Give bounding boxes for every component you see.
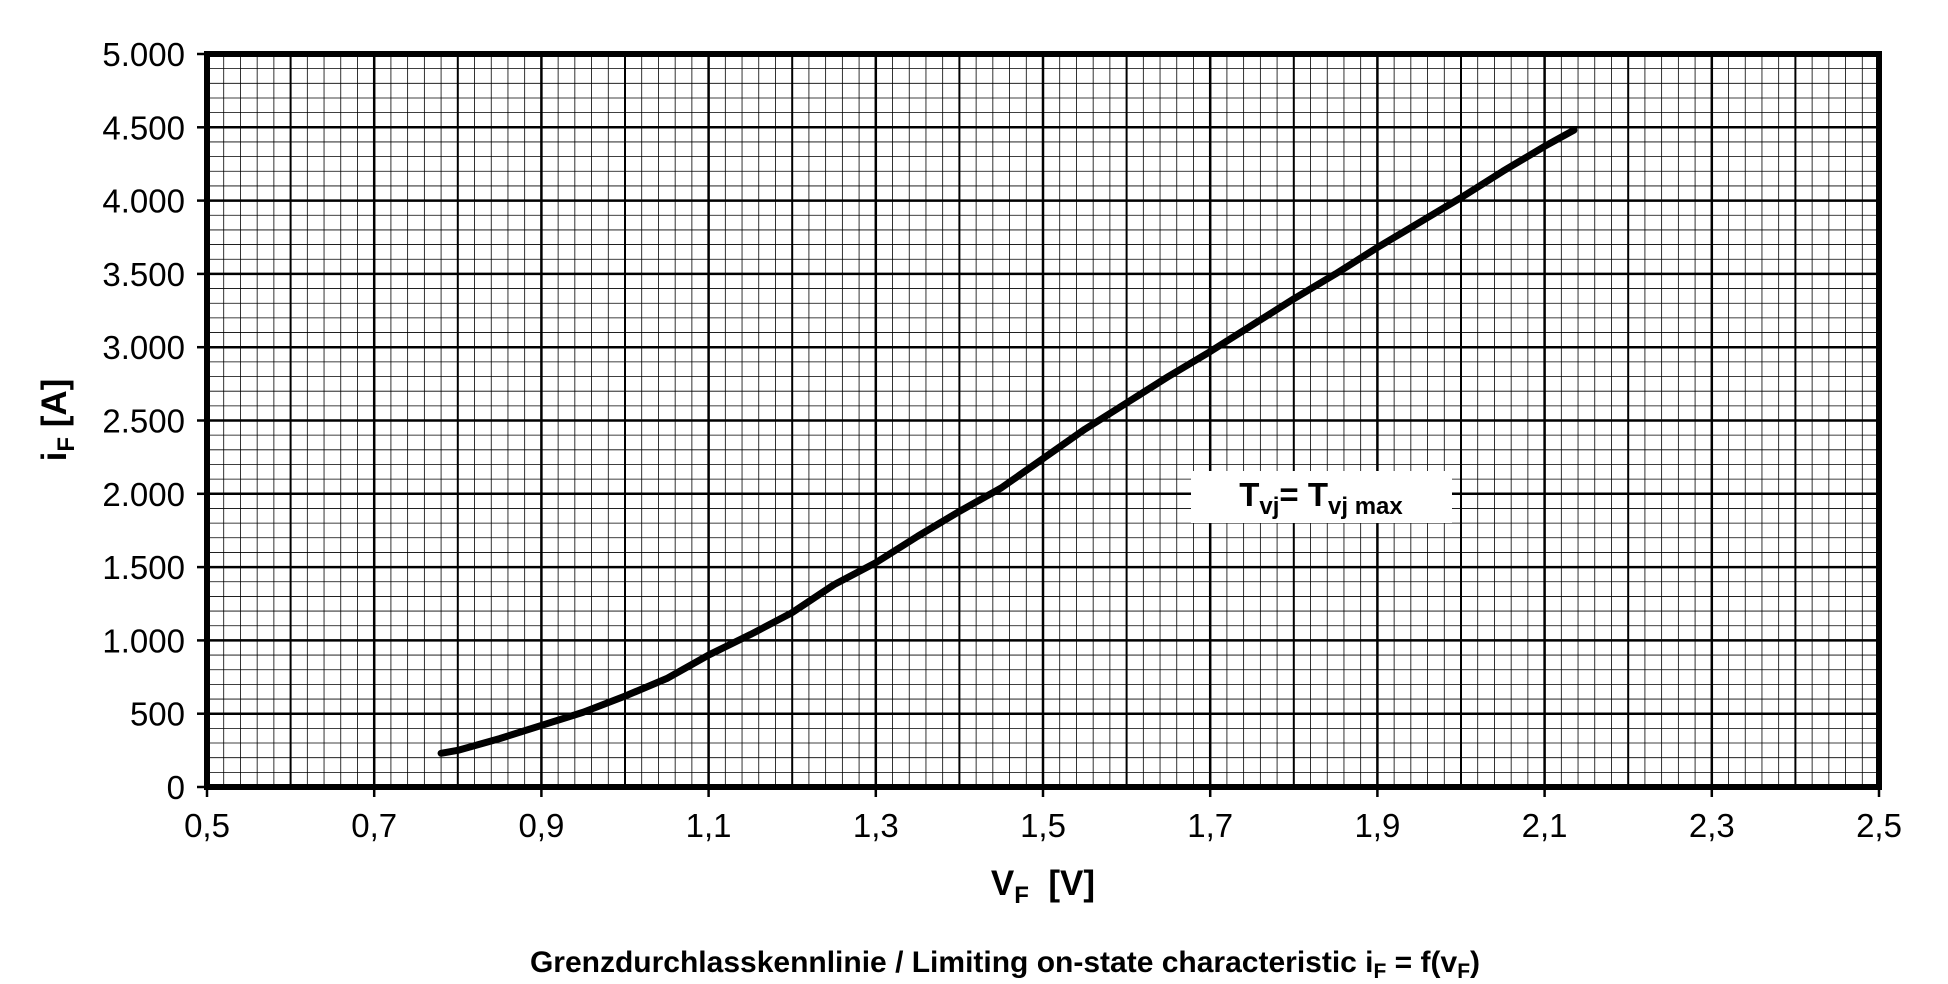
x-tick-label: 1,1	[686, 807, 732, 844]
x-tick-label: 0,9	[518, 807, 564, 844]
caption-sub: F	[1374, 960, 1387, 983]
y-label-sub: F	[53, 437, 80, 452]
caption: Grenzdurchlasskennlinie / Limiting on-st…	[530, 946, 1480, 983]
annotation-sub: vj	[1259, 493, 1279, 520]
x-label-part: V	[991, 864, 1015, 903]
y-tick-label: 2.500	[102, 403, 185, 440]
x-tick-label: 1,3	[853, 807, 899, 844]
annotation-part: = T	[1279, 476, 1328, 513]
y-tick-label: 3.000	[102, 329, 185, 366]
caption-part: = f(v	[1386, 946, 1457, 979]
grid: 0,5 0,7 0,9 1,1 1,3 1,5 1,7 1,9 2,1 2,3 2,5 0 500 1.0…	[102, 36, 1902, 844]
x-tick-label: 1,7	[1187, 807, 1233, 844]
x-tick-label: 1,5	[1020, 807, 1066, 844]
caption-part: )	[1470, 946, 1480, 979]
y-tick-label: 2.000	[102, 476, 185, 513]
y-tick-label: 500	[130, 696, 185, 733]
x-tick-label: 2,5	[1856, 807, 1902, 844]
y-tick-label: 4.500	[102, 109, 185, 146]
caption-part: Grenzdurchlasskennlinie / Limiting on-st…	[530, 946, 1374, 979]
y-tick-label: 5.000	[102, 36, 185, 73]
x-tick-label: 1,9	[1354, 807, 1400, 844]
y-tick-label: 3.500	[102, 256, 185, 293]
x-tick-label: 0,5	[184, 807, 230, 844]
y-tick-label: 0	[167, 769, 185, 806]
y-tick-label: 1.500	[102, 549, 185, 586]
x-label-part: [V]	[1029, 864, 1095, 903]
annotation-box	[1191, 471, 1452, 523]
y-tick-label: 4.000	[102, 183, 185, 220]
marks	[437, 126, 1578, 757]
caption-sub: F	[1457, 960, 1470, 983]
x-label-sub: F	[1014, 882, 1029, 909]
x-tick-label: 0,7	[351, 807, 397, 844]
x-axis-label: VF [V]	[991, 864, 1095, 909]
y-label-part: [A]	[35, 379, 74, 437]
y-label-part: i	[35, 452, 74, 462]
annotation: Tvj= Tvj max	[1191, 471, 1452, 523]
y-tick-label: 1.000	[102, 622, 185, 659]
x-tick-label: 2,1	[1522, 807, 1568, 844]
plot-frame	[204, 51, 1882, 790]
annotation-sub: vj max	[1328, 493, 1403, 520]
annotation-text: Tvj= Tvj max	[1239, 476, 1403, 520]
x-tick-label: 2,3	[1689, 807, 1735, 844]
curve	[437, 126, 1578, 757]
annotation-part: T	[1239, 476, 1259, 513]
y-axis-label: iF [A]	[35, 379, 80, 462]
